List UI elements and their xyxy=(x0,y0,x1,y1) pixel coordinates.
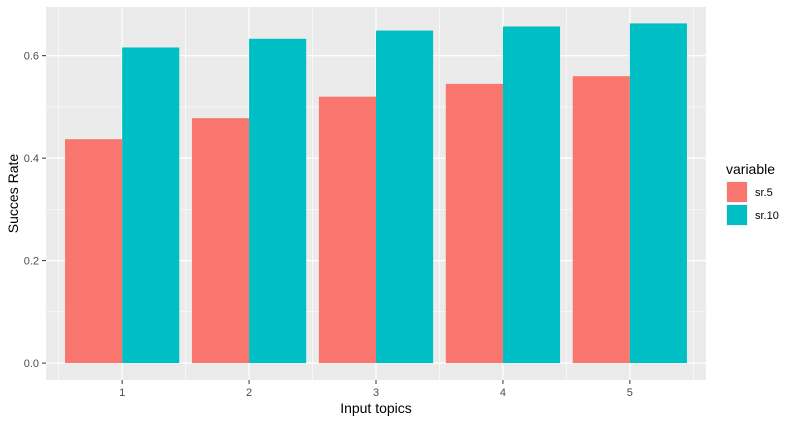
x-axis-title: Input topics xyxy=(340,400,412,416)
y-tick-label: 0.4 xyxy=(24,153,39,165)
bar-sr-5-cat-3 xyxy=(318,96,376,364)
bar-sr-10-cat-4 xyxy=(502,26,561,364)
x-tick-label: 4 xyxy=(500,387,506,399)
bar-sr-10-cat-5 xyxy=(629,23,687,364)
bar-sr-10-cat-1 xyxy=(122,47,180,364)
legend-items: sr.5 sr.10 xyxy=(726,181,779,226)
bar-sr-5-cat-5 xyxy=(572,76,630,364)
x-tick-label: 5 xyxy=(627,387,633,399)
legend: variable sr.5 sr.10 xyxy=(726,161,779,226)
y-tick-label: 0.6 xyxy=(24,51,39,63)
bar-sr-5-cat-2 xyxy=(191,118,250,364)
y-tick-label: 0.0 xyxy=(24,358,39,370)
y-tick-label: 0.2 xyxy=(24,256,39,268)
bars xyxy=(65,23,687,364)
bar-sr-5-cat-1 xyxy=(65,139,123,364)
bar-sr-5-cat-4 xyxy=(445,83,503,364)
legend-key-sr-5 xyxy=(727,182,747,202)
legend-title: variable xyxy=(726,161,775,177)
legend-label-sr-5: sr.5 xyxy=(755,187,773,199)
bar-sr-10-cat-2 xyxy=(249,38,307,364)
legend-label-sr-10: sr.10 xyxy=(755,210,779,222)
bar-sr-10-cat-3 xyxy=(376,30,434,364)
x-tick-label: 2 xyxy=(246,387,252,399)
axes: 0.0 0.2 0.4 0.6 1 2 3 4 5 xyxy=(24,51,633,399)
legend-key-sr-10 xyxy=(727,205,747,225)
x-tick-label: 3 xyxy=(373,387,379,399)
x-tick-label: 1 xyxy=(119,387,125,399)
y-axis-title: Succes Rate xyxy=(5,154,21,234)
